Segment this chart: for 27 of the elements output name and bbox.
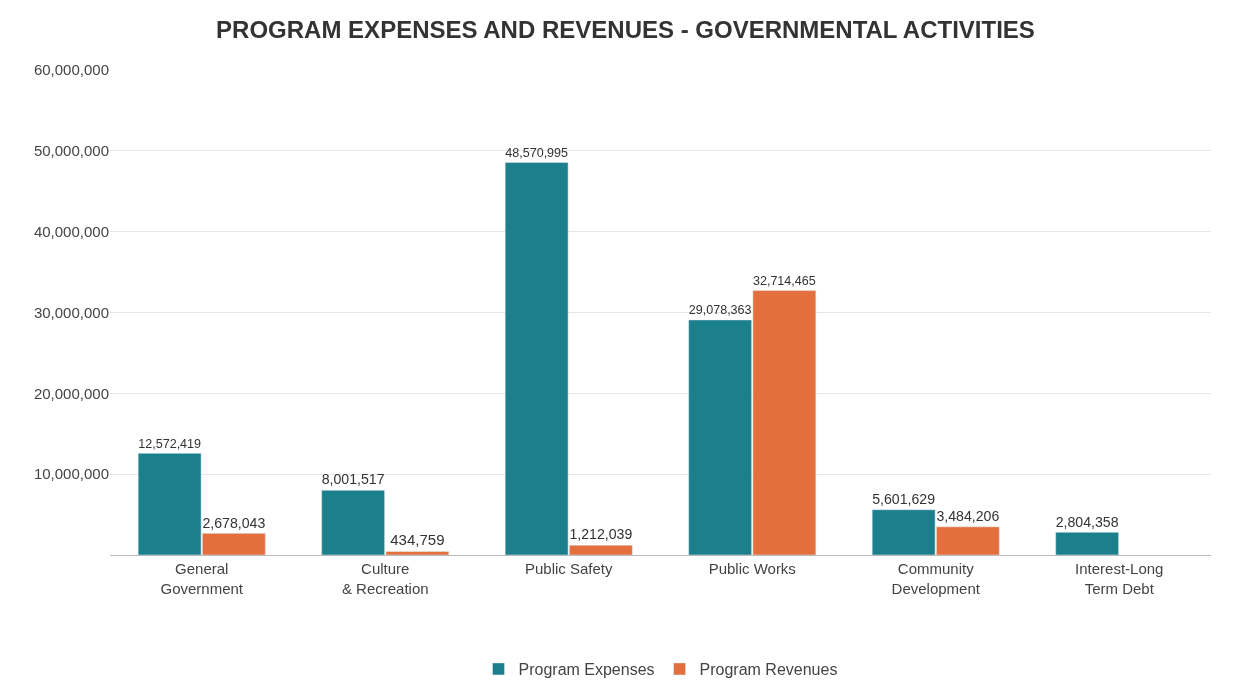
- y-tick-label: 50,000,000: [33, 142, 109, 160]
- y-tick-label: 60,000,000: [33, 61, 109, 79]
- data-label: 5,601,629: [872, 490, 936, 507]
- data-label: 32,714,465: [752, 274, 816, 289]
- legend-label: Program Expenses: [518, 661, 655, 679]
- chart-title: PROGRAM EXPENSES AND REVENUES - GOVERNMENTAL ACTIVITIES: [216, 15, 1035, 43]
- x-tick-label: Community Development: [891, 560, 981, 597]
- data-label: 8,001,517: [321, 471, 385, 488]
- data-label: 48,570,995: [505, 145, 569, 160]
- x-tick-label: Interest-Long Term Debt: [1075, 560, 1164, 597]
- y-tick-label: 40,000,000: [33, 222, 109, 240]
- data-label: 2,678,043: [202, 514, 266, 531]
- data-label: 2,804,358: [1055, 513, 1119, 530]
- data-label: 1,212,039: [569, 526, 633, 543]
- x-tick-label: General Government: [160, 560, 244, 597]
- legend-label: Program Revenues: [699, 661, 838, 679]
- y-tick-label: 30,000,000: [33, 303, 109, 321]
- x-tick-label: Public Works: [708, 560, 796, 577]
- data-label: 12,572,419: [138, 436, 202, 451]
- x-tick-label: Culture & Recreation: [341, 560, 429, 597]
- data-label: 29,078,363: [688, 303, 752, 318]
- bar: [1055, 532, 1119, 555]
- y-tick-label: 10,000,000: [33, 465, 109, 483]
- data-label: 434,759: [390, 531, 445, 549]
- x-tick-label: Public Safety: [524, 560, 614, 577]
- y-tick-label: 20,000,000: [33, 384, 109, 402]
- data-label: 3,484,206: [936, 508, 1000, 525]
